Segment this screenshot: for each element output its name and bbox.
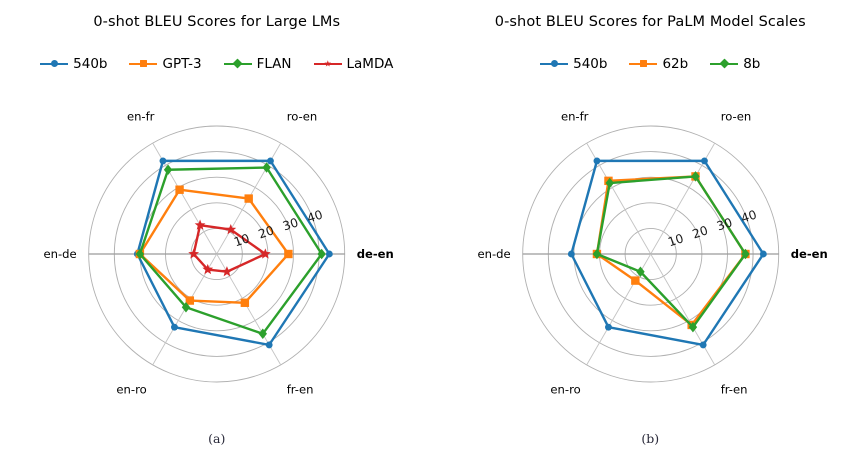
- data-point: [185, 296, 195, 305]
- axis-label-en-de: en-de: [44, 247, 77, 261]
- category-axis-labels: de-en ro-en en-fr en-de en-ro fr-en: [44, 109, 394, 396]
- legend-swatch-icon: [629, 57, 658, 71]
- data-point: [605, 177, 614, 189]
- legend-swatch-icon: [40, 57, 69, 71]
- legend-item-gpt-3[interactable]: GPT-3: [129, 56, 202, 72]
- panel-a: 0-shot BLEU Scores for Large LMs 540b GPT…: [0, 14, 434, 446]
- data-point: [159, 157, 167, 165]
- radial-tick-label: 20: [690, 223, 709, 241]
- radial-tick-label: 40: [305, 207, 324, 225]
- data-point: [181, 301, 191, 313]
- panel-a-title: 0-shot BLEU Scores for Large LMs: [93, 14, 341, 30]
- data-point: [175, 185, 184, 194]
- data-point: [759, 250, 767, 258]
- panel-a-radar-svg: 10 20 30 40 de-en ro-en en-fr en-de en-ro fr-en: [44, 109, 394, 396]
- radar-spokes: [88, 142, 345, 366]
- category-axis-labels: de-en ro-en en-fr en-de en-ro fr-en: [477, 109, 827, 396]
- data-point: [194, 219, 206, 230]
- panel-b-radar: 10 20 30 40 de-en ro-en en-fr en-de en-ro fr-en: [434, 76, 867, 426]
- radial-tick-labels: 10 20 30 40: [666, 207, 758, 249]
- data-point: [135, 248, 145, 260]
- legend-swatch-icon: [223, 57, 252, 71]
- legend-swatch-icon: [540, 57, 569, 71]
- radial-tick-label: 10: [666, 231, 685, 249]
- legend-label: 540b: [73, 56, 108, 72]
- data-point: [325, 250, 333, 258]
- axis-label-ro-en: ro-en: [720, 109, 751, 123]
- radial-tick-label: 30: [281, 215, 300, 233]
- data-point: [699, 341, 707, 349]
- legend-label: LaMDA: [346, 56, 394, 72]
- data-point: [690, 171, 700, 182]
- legend-item-flan[interactable]: FLAN: [223, 56, 292, 72]
- legend-label: 62b: [662, 56, 689, 72]
- data-point: [221, 266, 233, 277]
- radial-tick-label: 10: [232, 231, 251, 249]
- data-point: [188, 248, 200, 259]
- legend-swatch-icon: [129, 57, 158, 71]
- radial-tick-labels: 10 20 30 40: [232, 207, 324, 249]
- legend-label: GPT-3: [162, 56, 202, 72]
- radar-series-flan: [135, 162, 326, 340]
- data-point: [259, 248, 271, 259]
- panel-b: 0-shot BLEU Scores for PaLM Model Scales…: [434, 0, 867, 462]
- data-point: [244, 194, 253, 203]
- legend-item-540b[interactable]: 540b: [540, 56, 607, 72]
- radial-tick-label: 40: [739, 207, 758, 225]
- axis-label-en-ro: en-ro: [116, 383, 146, 397]
- data-point: [163, 164, 173, 175]
- panel-a-legend: 540b GPT-3 FLAN LaMDA: [0, 56, 434, 72]
- data-point: [567, 250, 575, 258]
- axis-label-en-fr: en-fr: [560, 109, 588, 123]
- data-point: [240, 298, 250, 307]
- data-point: [267, 157, 274, 165]
- panel-b-legend: 540b 62b 8b: [434, 56, 867, 72]
- data-point: [284, 249, 293, 259]
- radar-series-lamda: [188, 219, 271, 277]
- data-point: [202, 263, 214, 275]
- radial-tick-label: 30: [714, 215, 733, 233]
- axis-label-en-de: en-de: [477, 247, 510, 261]
- data-point: [317, 248, 326, 260]
- legend-label: 540b: [573, 56, 608, 72]
- axis-label-de-en: de-en: [357, 247, 394, 261]
- legend-item-540b[interactable]: 540b: [40, 56, 107, 72]
- legend-item-62b[interactable]: 62b: [629, 56, 688, 72]
- legend-item-lamda[interactable]: LaMDA: [313, 56, 394, 72]
- panel-b-radar-svg: 10 20 30 40 de-en ro-en en-fr en-de en-ro fr-en: [477, 109, 827, 396]
- axis-label-en-ro: en-ro: [550, 383, 580, 397]
- data-point: [225, 223, 237, 235]
- legend-label: FLAN: [256, 56, 292, 72]
- data-point: [604, 323, 612, 331]
- data-point: [265, 341, 273, 349]
- axis-label-fr-en: fr-en: [287, 383, 314, 397]
- panel-a-radar: 10 20 30 40 de-en ro-en en-fr en-de en-ro fr-en: [0, 76, 434, 426]
- data-point: [258, 328, 267, 340]
- radial-tick-label: 20: [257, 223, 276, 241]
- data-point: [171, 323, 178, 331]
- axis-label-fr-en: fr-en: [720, 383, 747, 397]
- axis-label-ro-en: ro-en: [287, 109, 318, 123]
- radar-spokes: [522, 142, 779, 366]
- panel-a-caption: (a): [208, 431, 226, 446]
- legend-item-8b[interactable]: 8b: [710, 56, 760, 72]
- data-point: [592, 248, 601, 260]
- axis-label-en-fr: en-fr: [127, 109, 155, 123]
- data-point: [630, 276, 640, 285]
- data-point: [592, 157, 600, 165]
- radar-series-540b: [567, 157, 767, 349]
- legend-label: 8b: [743, 56, 761, 72]
- panel-b-title: 0-shot BLEU Scores for PaLM Model Scales: [494, 14, 806, 30]
- axis-label-de-en: de-en: [790, 247, 827, 261]
- legend-swatch-icon: [710, 57, 739, 71]
- panel-b-caption: (b): [641, 431, 660, 446]
- legend-swatch-icon: [313, 57, 342, 71]
- data-point: [700, 157, 708, 165]
- data-point: [262, 162, 271, 173]
